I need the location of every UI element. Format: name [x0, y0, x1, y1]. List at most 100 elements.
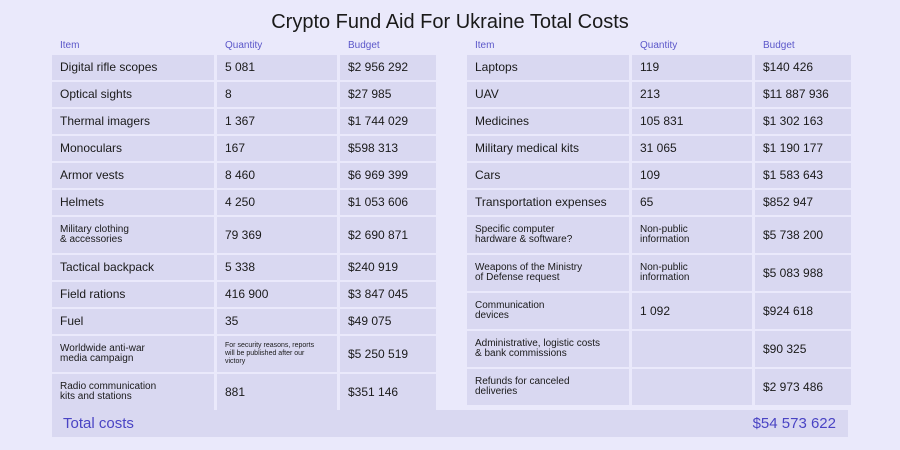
right-item-cell: Administrative, logistic costs & bank co… [467, 331, 629, 367]
left-quantity-cell: 416 900 [217, 282, 337, 307]
left-table-row: Helmets 4 250 $1 053 606 [52, 190, 436, 215]
right-item-cell: Military medical kits [467, 136, 629, 161]
right-budget-cell: $5 083 988 [755, 255, 851, 291]
left-budget-cell: $598 313 [340, 136, 436, 161]
left-table-row: Military clothing & accessories 79 369 $2 … [52, 217, 436, 253]
left-table-row: Thermal imagers 1 367 $1 744 029 [52, 109, 436, 134]
left-item-cell: Thermal imagers [52, 109, 214, 134]
left-quantity-cell: 5 081 [217, 55, 337, 80]
right-item-cell: Communication devices [467, 293, 629, 329]
left-item-cell: Fuel [52, 309, 214, 334]
left-table-row: Worldwide anti-war media campaign For sec… [52, 336, 436, 372]
left-item-cell: Optical sights [52, 82, 214, 107]
total-costs-bar: Total costs $54 573 622 [52, 410, 848, 437]
right-table-row: Weapons of the Ministry of Defense reque… [467, 255, 851, 291]
right-quantity-cell: Non-public information [632, 217, 752, 253]
right-budget-cell: $1 583 643 [755, 163, 851, 188]
left-quantity-cell: 8 460 [217, 163, 337, 188]
right-item-cell: Cars [467, 163, 629, 188]
right-quantity-cell: 105 831 [632, 109, 752, 134]
left-item-cell: Military clothing & accessories [52, 217, 214, 253]
right-budget-cell: $140 426 [755, 55, 851, 80]
left-budget-cell: $240 919 [340, 255, 436, 280]
right-table-row: Refunds for canceled deliveries $2 973 48… [467, 369, 851, 405]
right-item-cell: Specific computer hardware & software? [467, 217, 629, 253]
right-item-cell: Transportation expenses [467, 190, 629, 215]
right-quantity-cell: 213 [632, 82, 752, 107]
left-table-row: Monoculars 167 $598 313 [52, 136, 436, 161]
right-budget-header: Budget [763, 40, 795, 51]
left-quantity-cell: 167 [217, 136, 337, 161]
left-quantity-cell: For security reasons, reports will be pu… [217, 336, 337, 372]
left-item-cell: Field rations [52, 282, 214, 307]
right-item-cell: Weapons of the Ministry of Defense reque… [467, 255, 629, 291]
left-budget-cell: $49 075 [340, 309, 436, 334]
total-costs-label: Total costs [63, 415, 134, 432]
total-costs-value: $54 573 622 [752, 415, 836, 432]
right-item-cell: Refunds for canceled deliveries [467, 369, 629, 405]
right-quantity-cell [632, 369, 752, 405]
right-table-row: Transportation expenses 65 $852 947 [467, 190, 851, 215]
left-item-cell: Radio communication kits and stations [52, 374, 214, 410]
left-cost-table: Digital rifle scopes 5 081 $2 956 292 Optic… [52, 55, 436, 412]
right-quantity-cell: Non-public information [632, 255, 752, 291]
left-budget-cell: $1 744 029 [340, 109, 436, 134]
right-budget-cell: $2 973 486 [755, 369, 851, 405]
right-table-row: Medicines 105 831 $1 302 163 [467, 109, 851, 134]
left-table-row: Tactical backpack 5 338 $240 919 [52, 255, 436, 280]
right-table-row: Administrative, logistic costs & bank co… [467, 331, 851, 367]
left-item-cell: Tactical backpack [52, 255, 214, 280]
left-budget-cell: $2 690 871 [340, 217, 436, 253]
right-quantity-cell [632, 331, 752, 367]
right-item-cell: Laptops [467, 55, 629, 80]
left-budget-cell: $351 146 [340, 374, 436, 410]
right-budget-cell: $90 325 [755, 331, 851, 367]
right-budget-cell: $852 947 [755, 190, 851, 215]
right-table-row: Military medical kits 31 065 $1 190 177 [467, 136, 851, 161]
left-item-cell: Digital rifle scopes [52, 55, 214, 80]
left-budget-cell: $27 985 [340, 82, 436, 107]
right-table-row: UAV 213 $11 887 936 [467, 82, 851, 107]
left-quantity-cell: 35 [217, 309, 337, 334]
right-quantity-cell: 109 [632, 163, 752, 188]
right-quantity-cell: 119 [632, 55, 752, 80]
left-quantity-cell: 8 [217, 82, 337, 107]
right-item-header: Item [475, 40, 495, 51]
left-budget-cell: $6 969 399 [340, 163, 436, 188]
left-table-row: Fuel 35 $49 075 [52, 309, 436, 334]
left-budget-header: Budget [348, 40, 380, 51]
right-cost-table: Laptops 119 $140 426 UAV 213 $11 887 936 Medic… [467, 55, 851, 407]
right-item-cell: UAV [467, 82, 629, 107]
right-budget-cell: $1 190 177 [755, 136, 851, 161]
left-table-row: Field rations 416 900 $3 847 045 [52, 282, 436, 307]
left-item-cell: Helmets [52, 190, 214, 215]
page-title: Crypto Fund Aid For Ukraine Total Costs [271, 11, 629, 33]
right-table-row: Laptops 119 $140 426 [467, 55, 851, 80]
left-budget-cell: $5 250 519 [340, 336, 436, 372]
right-table-row: Cars 109 $1 583 643 [467, 163, 851, 188]
left-budget-cell: $2 956 292 [340, 55, 436, 80]
right-quantity-cell: 65 [632, 190, 752, 215]
right-budget-cell: $11 887 936 [755, 82, 851, 107]
left-table-row: Digital rifle scopes 5 081 $2 956 292 [52, 55, 436, 80]
left-quantity-cell: 5 338 [217, 255, 337, 280]
column-headers: Item Quantity Budget Item Quantity Budge… [0, 40, 900, 54]
right-item-cell: Medicines [467, 109, 629, 134]
left-item-cell: Worldwide anti-war media campaign [52, 336, 214, 372]
left-item-header: Item [60, 40, 80, 51]
right-quantity-cell: 31 065 [632, 136, 752, 161]
right-table-row: Specific computer hardware & software? No… [467, 217, 851, 253]
left-budget-cell: $1 053 606 [340, 190, 436, 215]
left-item-cell: Monoculars [52, 136, 214, 161]
right-budget-cell: $5 738 200 [755, 217, 851, 253]
left-budget-cell: $3 847 045 [340, 282, 436, 307]
left-table-row: Optical sights 8 $27 985 [52, 82, 436, 107]
left-table-row: Radio communication kits and stations 881… [52, 374, 436, 410]
left-item-cell: Armor vests [52, 163, 214, 188]
left-quantity-cell: 1 367 [217, 109, 337, 134]
right-quantity-header: Quantity [640, 40, 678, 51]
left-quantity-cell: 4 250 [217, 190, 337, 215]
right-budget-cell: $924 618 [755, 293, 851, 329]
left-table-row: Armor vests 8 460 $6 969 399 [52, 163, 436, 188]
left-quantity-cell: 79 369 [217, 217, 337, 253]
